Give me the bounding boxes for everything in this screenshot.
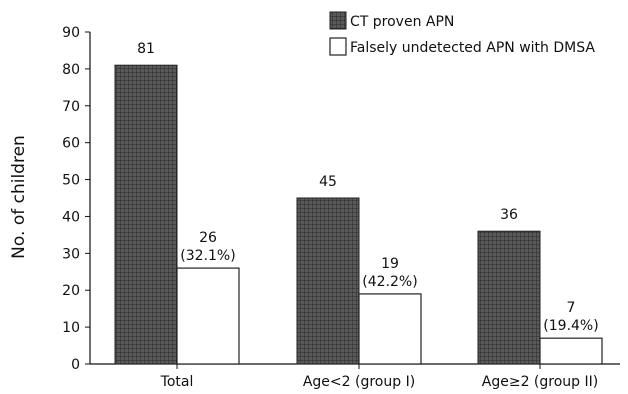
data-label-percent: (42.2%)	[362, 274, 417, 290]
y-tick-label: 80	[62, 62, 80, 78]
bar-ct-proven-apn	[296, 197, 360, 365]
bar-falsely-undetected	[176, 267, 240, 365]
bar-falsely-undetected	[358, 293, 422, 365]
x-tick-label: Age<2 (group I)	[303, 374, 415, 390]
legend-label-ct-proven-apn: CT proven APN	[350, 14, 454, 30]
y-tick-label: 50	[62, 173, 80, 189]
y-tick-label: 20	[62, 283, 80, 299]
data-label-ct-proven-apn: 45	[319, 174, 337, 190]
y-tick-label: 10	[62, 320, 80, 336]
data-label-falsely-undetected: 19	[381, 256, 399, 272]
x-tick-label: Age≥2 (group II)	[482, 374, 598, 390]
y-tick-label: 0	[71, 357, 80, 373]
x-tick-label: Total	[160, 374, 194, 390]
legend-label-falsely-undetected: Falsely undetected APN with DMSA	[350, 40, 595, 56]
bar-ct-proven-apn	[477, 230, 541, 365]
y-tick-label: 40	[62, 209, 80, 225]
data-label-falsely-undetected: 26	[199, 230, 217, 246]
legend: CT proven APN Falsely undetected APN with…	[329, 11, 595, 56]
bar-falsely-undetected	[539, 337, 603, 365]
y-axis-title: No. of children	[9, 135, 29, 259]
y-tick-label: 60	[62, 136, 80, 152]
bars	[114, 64, 603, 365]
data-label-percent: (32.1%)	[180, 248, 235, 264]
data-labels: 81 26 (32.1%) 45 19 (42.2%) 36 7 (19.4%)	[137, 41, 599, 334]
data-label-percent: (19.4%)	[543, 318, 598, 334]
y-tick-label: 30	[62, 246, 80, 262]
data-label-falsely-undetected: 7	[567, 300, 576, 316]
axes: 0 10 20 30 40 50 60 70 80 90 Total Age<2 (group I) A…	[62, 25, 620, 390]
y-tick-label: 70	[62, 99, 80, 115]
data-label-ct-proven-apn: 36	[500, 207, 518, 223]
data-label-ct-proven-apn: 81	[137, 41, 155, 57]
y-tick-label: 90	[62, 25, 80, 41]
legend-swatch-falsely-undetected	[329, 37, 347, 56]
bar-ct-proven-apn	[114, 64, 178, 365]
legend-swatch-ct-proven-apn	[329, 11, 347, 30]
